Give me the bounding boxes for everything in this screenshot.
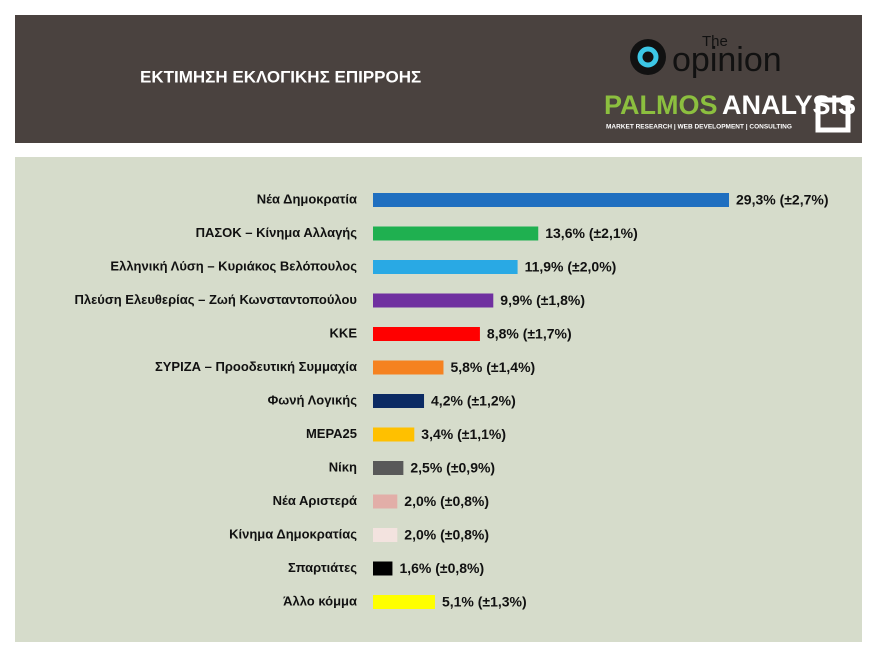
logo-icon xyxy=(630,39,666,75)
logo-tagline: MARKET RESEARCH | WEB DEVELOPMENT | CONS… xyxy=(606,124,792,131)
bar xyxy=(373,528,398,542)
bar xyxy=(373,193,729,207)
bar xyxy=(373,561,393,576)
bar xyxy=(373,260,518,274)
category-label: Νίκη xyxy=(329,459,357,474)
value-label: 3,4% (±1,1%) xyxy=(421,426,506,442)
category-label: Σπαρτιάτες xyxy=(288,560,357,575)
category-label: Ελληνική Λύση – Κυριάκος Βελόπουλος xyxy=(110,258,357,273)
bar xyxy=(373,327,480,341)
category-label: Νέα Δημοκρατία xyxy=(257,191,357,206)
bar xyxy=(373,595,435,609)
header-band xyxy=(15,15,862,143)
category-label: Φωνή Λογικής xyxy=(268,392,358,407)
category-label: ΠΑΣΟΚ – Κίνημα Αλλαγής xyxy=(196,225,358,240)
category-label: ΚΚΕ xyxy=(330,325,358,340)
category-label: Κίνημα Δημοκρατίας xyxy=(229,526,357,541)
logo-the: The xyxy=(702,33,728,50)
value-label: 2,5% (±0,9%) xyxy=(410,460,495,476)
value-label: 11,9% (±2,0%) xyxy=(525,259,617,275)
category-label: Νέα Αριστερά xyxy=(273,493,357,508)
chart-title: ΕΚΤΙΜΗΣΗ ΕΚΛΟΓΙΚΗΣ ΕΠΙΡΡΟΗΣ xyxy=(140,67,421,86)
category-label: ΜΕΡΑ25 xyxy=(306,426,357,441)
value-label: 8,8% (±1,7%) xyxy=(487,326,572,342)
bar xyxy=(373,461,404,475)
value-label: 9,9% (±1,8%) xyxy=(500,292,585,308)
bar xyxy=(373,494,398,509)
bar xyxy=(373,360,444,375)
value-label: 2,0% (±0,8%) xyxy=(404,527,489,543)
bar xyxy=(373,427,415,442)
category-label: Πλεύση Ελευθερίας – Ζωή Κωνσταντοπούλου xyxy=(74,292,357,307)
value-label: 5,1% (±1,3%) xyxy=(442,594,527,610)
logo-palmos: PALMOS xyxy=(604,90,718,120)
bar xyxy=(373,226,539,241)
category-label: Άλλο κόμμα xyxy=(283,593,357,608)
logo-icon-ring xyxy=(637,46,659,68)
logo-square xyxy=(815,97,851,133)
value-label: 4,2% (±1,2%) xyxy=(431,393,516,409)
value-label: 13,6% (±2,1%) xyxy=(545,225,638,241)
value-label: 5,8% (±1,4%) xyxy=(450,359,535,375)
logo-analysis: ANALYSIS xyxy=(722,90,856,120)
value-label: 1,6% (±0,8%) xyxy=(399,560,484,576)
bar xyxy=(373,394,425,408)
logo-opinion: opinion xyxy=(672,41,782,79)
category-label: ΣΥΡΙΖΑ – Προοδευτική Συμμαχία xyxy=(155,359,357,374)
value-label: 2,0% (±0,8%) xyxy=(404,493,489,509)
value-label: 29,3% (±2,7%) xyxy=(736,192,829,208)
bar xyxy=(373,293,494,308)
